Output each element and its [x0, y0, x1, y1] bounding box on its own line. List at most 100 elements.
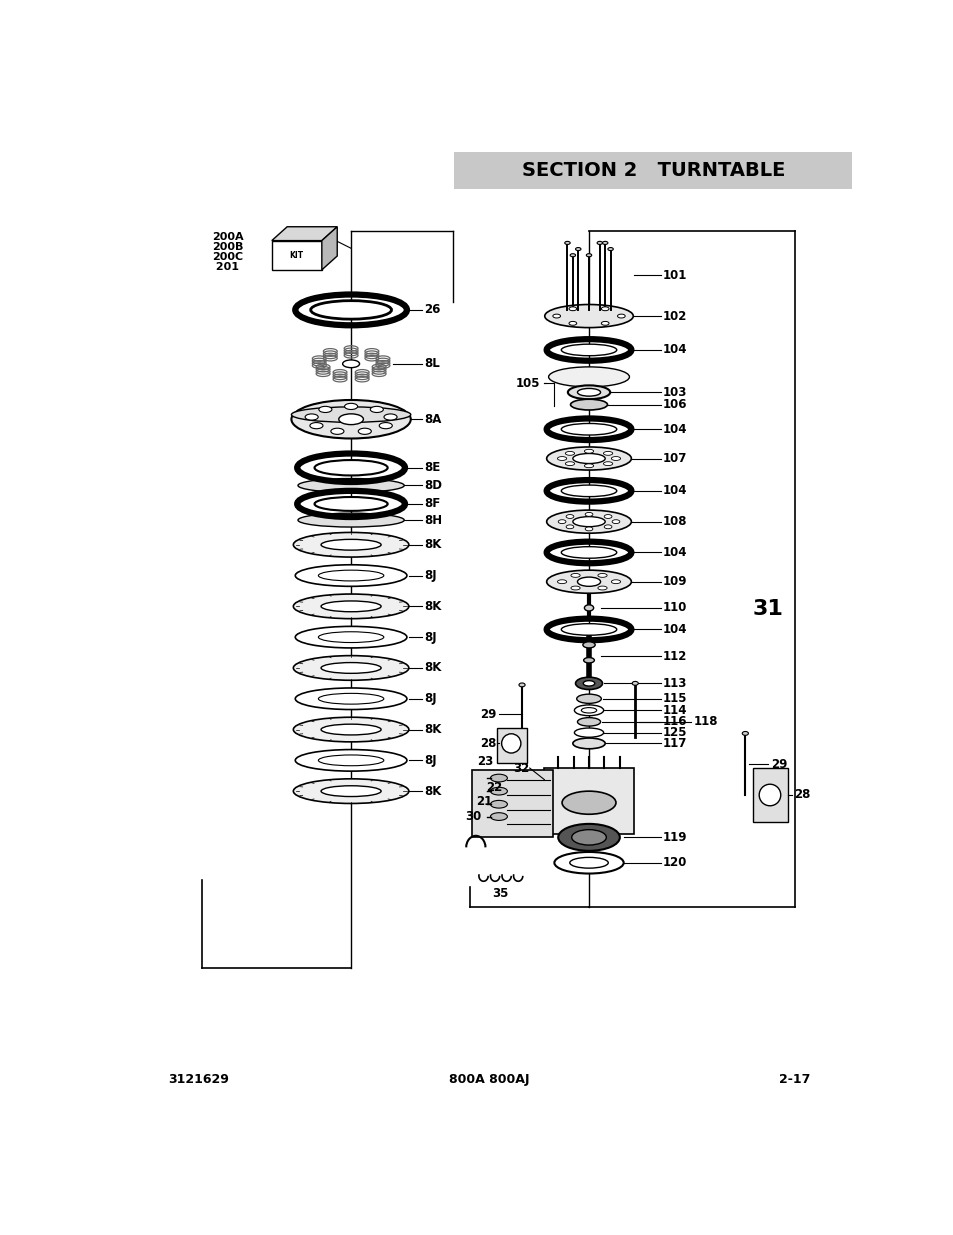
Text: 8J: 8J: [424, 569, 436, 582]
Ellipse shape: [297, 478, 404, 493]
Ellipse shape: [577, 718, 600, 726]
Ellipse shape: [293, 656, 409, 680]
Ellipse shape: [570, 399, 607, 410]
Ellipse shape: [597, 241, 602, 245]
Ellipse shape: [582, 680, 594, 687]
Ellipse shape: [293, 532, 409, 557]
Ellipse shape: [575, 677, 602, 689]
Ellipse shape: [565, 525, 573, 529]
Ellipse shape: [544, 305, 633, 327]
Ellipse shape: [568, 321, 577, 325]
Polygon shape: [472, 771, 552, 837]
Text: 106: 106: [662, 398, 687, 411]
Text: 102: 102: [662, 310, 686, 322]
Ellipse shape: [560, 624, 616, 635]
Ellipse shape: [291, 406, 411, 422]
Ellipse shape: [586, 253, 591, 257]
Text: 31: 31: [752, 599, 783, 619]
Ellipse shape: [558, 520, 565, 524]
Ellipse shape: [611, 579, 620, 584]
Text: 103: 103: [662, 385, 686, 399]
Ellipse shape: [571, 830, 606, 845]
Ellipse shape: [558, 824, 619, 851]
Ellipse shape: [584, 464, 593, 468]
Text: 125: 125: [662, 726, 687, 739]
Ellipse shape: [570, 253, 575, 257]
Ellipse shape: [311, 300, 391, 319]
Text: 104: 104: [662, 546, 687, 559]
Ellipse shape: [570, 587, 579, 590]
Ellipse shape: [560, 424, 616, 435]
Ellipse shape: [612, 520, 619, 524]
Ellipse shape: [552, 314, 560, 317]
Ellipse shape: [490, 800, 507, 808]
Text: 8J: 8J: [424, 631, 436, 643]
Ellipse shape: [318, 571, 383, 580]
Text: 8K: 8K: [424, 722, 441, 736]
Ellipse shape: [331, 429, 344, 435]
Ellipse shape: [565, 515, 573, 519]
Text: 105: 105: [516, 377, 540, 389]
Ellipse shape: [310, 422, 323, 429]
Ellipse shape: [318, 406, 332, 412]
Ellipse shape: [554, 852, 623, 873]
Ellipse shape: [490, 774, 507, 782]
Ellipse shape: [297, 514, 404, 527]
Ellipse shape: [603, 525, 611, 529]
Ellipse shape: [560, 485, 616, 496]
Text: 23: 23: [476, 755, 493, 768]
Ellipse shape: [557, 579, 566, 584]
Ellipse shape: [574, 727, 603, 737]
Ellipse shape: [603, 515, 611, 519]
Ellipse shape: [342, 359, 359, 368]
Ellipse shape: [370, 406, 383, 412]
Text: 3121629: 3121629: [168, 1073, 229, 1087]
Ellipse shape: [314, 461, 387, 475]
Ellipse shape: [318, 632, 383, 642]
Text: 26: 26: [424, 304, 440, 316]
Ellipse shape: [295, 626, 407, 648]
Polygon shape: [752, 768, 787, 823]
Ellipse shape: [759, 784, 780, 805]
Text: 113: 113: [662, 677, 686, 690]
Ellipse shape: [305, 414, 318, 420]
Ellipse shape: [546, 510, 631, 534]
Ellipse shape: [568, 306, 577, 311]
Ellipse shape: [577, 389, 600, 396]
Polygon shape: [321, 227, 336, 270]
Ellipse shape: [603, 452, 612, 456]
Text: 8D: 8D: [424, 479, 442, 492]
Text: 104: 104: [662, 484, 687, 498]
Text: 22: 22: [485, 781, 501, 794]
Text: 119: 119: [662, 831, 687, 844]
Ellipse shape: [546, 447, 631, 471]
Ellipse shape: [383, 414, 396, 420]
Ellipse shape: [584, 450, 593, 453]
Ellipse shape: [583, 657, 594, 663]
Text: 8K: 8K: [424, 784, 441, 798]
Ellipse shape: [602, 241, 607, 245]
Ellipse shape: [574, 705, 603, 716]
Text: 2-17: 2-17: [779, 1073, 810, 1087]
Text: 28: 28: [479, 737, 497, 750]
Ellipse shape: [321, 540, 381, 550]
Ellipse shape: [600, 321, 608, 325]
Ellipse shape: [490, 787, 507, 795]
Ellipse shape: [584, 513, 592, 516]
Text: 117: 117: [662, 737, 686, 750]
Text: 30: 30: [464, 810, 481, 823]
Ellipse shape: [611, 457, 620, 461]
Text: 108: 108: [662, 515, 687, 529]
Ellipse shape: [567, 385, 610, 399]
Ellipse shape: [600, 306, 608, 311]
Text: 104: 104: [662, 422, 687, 436]
Text: 120: 120: [662, 856, 686, 869]
Ellipse shape: [338, 414, 363, 425]
Ellipse shape: [501, 734, 520, 753]
Ellipse shape: [548, 367, 629, 387]
Ellipse shape: [293, 594, 409, 619]
Text: 200C: 200C: [213, 252, 243, 262]
Ellipse shape: [344, 404, 357, 410]
Ellipse shape: [557, 457, 566, 461]
Ellipse shape: [518, 683, 524, 687]
